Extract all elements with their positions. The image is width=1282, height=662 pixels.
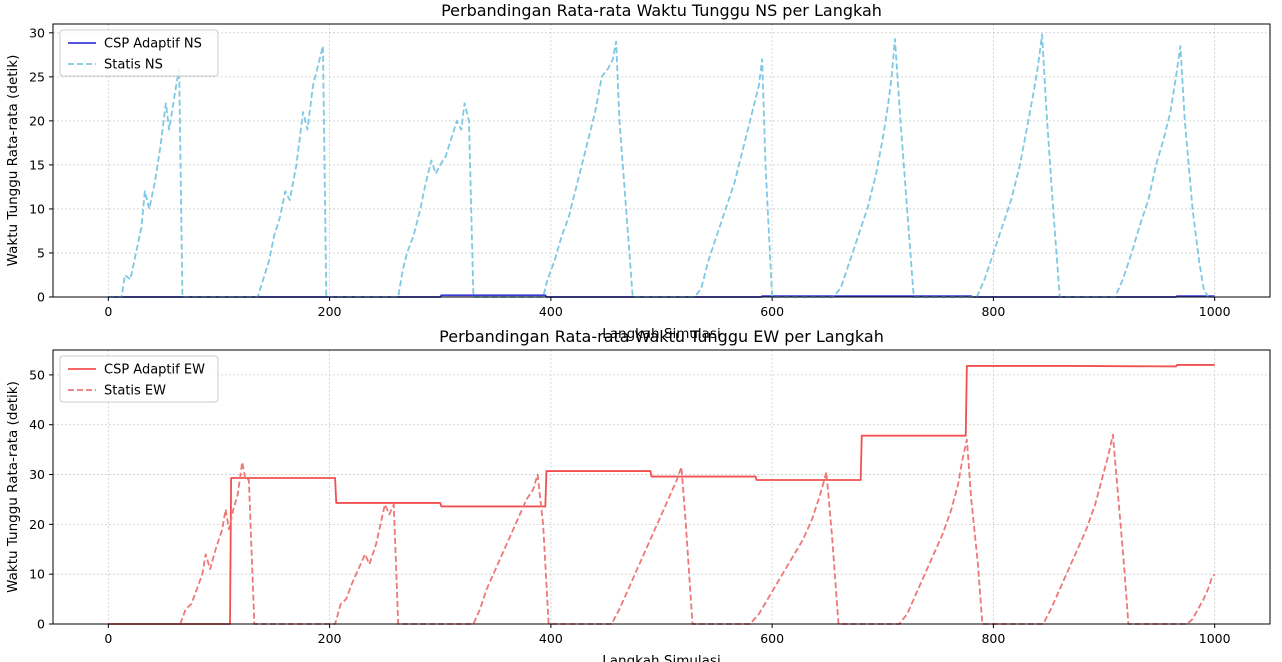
y-tick-label: 15: [29, 157, 45, 172]
y-tick-label: 0: [37, 617, 45, 632]
x-axis-label: Langkah Simulasi: [602, 653, 720, 662]
x-tick-label: 1000: [1199, 631, 1231, 646]
series-line-1: [108, 33, 1215, 298]
y-tick-label: 30: [29, 467, 45, 482]
legend-label-1: Statis NS: [104, 58, 163, 73]
y-axis-label: Waktu Tunggu Rata-rata (detik): [5, 55, 21, 267]
y-tick-label: 0: [37, 290, 45, 305]
chart-title: Perbandingan Rata-rata Waktu Tunggu NS p…: [441, 1, 882, 20]
chart-ns-panel: 0 200 400 600 800 1000 0 5 10 15 20 25 30 Perbandinga…: [5, 1, 1271, 342]
chart-title: Perbandingan Rata-rata Waktu Tunggu EW p…: [439, 327, 884, 346]
axes-frame: [52, 349, 1271, 625]
legend-label-1: Statis EW: [104, 384, 166, 399]
x-tick-label: 600: [760, 304, 784, 319]
x-tick-label: 200: [318, 304, 342, 319]
y-tick-label: 25: [29, 69, 45, 84]
series-line-0: [108, 364, 1215, 625]
x-tick-label: 1000: [1199, 304, 1231, 319]
y-axis-label: Waktu Tunggu Rata-rata (detik): [5, 381, 21, 593]
x-tick-label: 600: [760, 631, 784, 646]
y-tick-label: 20: [29, 517, 45, 532]
x-tick-label: 400: [539, 304, 563, 319]
legend-label-0: CSP Adaptif EW: [104, 363, 205, 378]
legend-box: [59, 355, 219, 403]
legend-box: [59, 29, 219, 77]
y-tick-label: 10: [29, 567, 45, 582]
series-line-1: [108, 433, 1216, 625]
x-tick-label: 0: [104, 304, 112, 319]
x-axis-label: Langkah Simulasi: [602, 326, 720, 342]
plot-area: [53, 350, 1270, 624]
legend: CSP Adaptif NS Statis NS: [59, 29, 219, 77]
legend: CSP Adaptif EW Statis EW: [59, 355, 219, 403]
y-tick-label: 50: [29, 367, 45, 382]
y-tick-label: 30: [29, 25, 45, 40]
y-tick-label: 5: [37, 245, 45, 260]
x-tick-label: 800: [981, 631, 1005, 646]
chart-ew-panel: 0 200 400 600 800 1000 0 10 20 30 40 50 Perbandingan…: [5, 327, 1271, 662]
x-tick-label: 400: [539, 631, 563, 646]
axes-frame: [52, 23, 1271, 298]
y-tick-label: 20: [29, 113, 45, 128]
legend-label-0: CSP Adaptif NS: [104, 37, 202, 52]
x-tick-label: 0: [104, 631, 112, 646]
y-tick-label: 40: [29, 417, 45, 432]
x-tick-label: 800: [981, 304, 1005, 319]
y-tick-label: 10: [29, 201, 45, 216]
plot-area: [53, 24, 1270, 297]
x-tick-label: 200: [318, 631, 342, 646]
